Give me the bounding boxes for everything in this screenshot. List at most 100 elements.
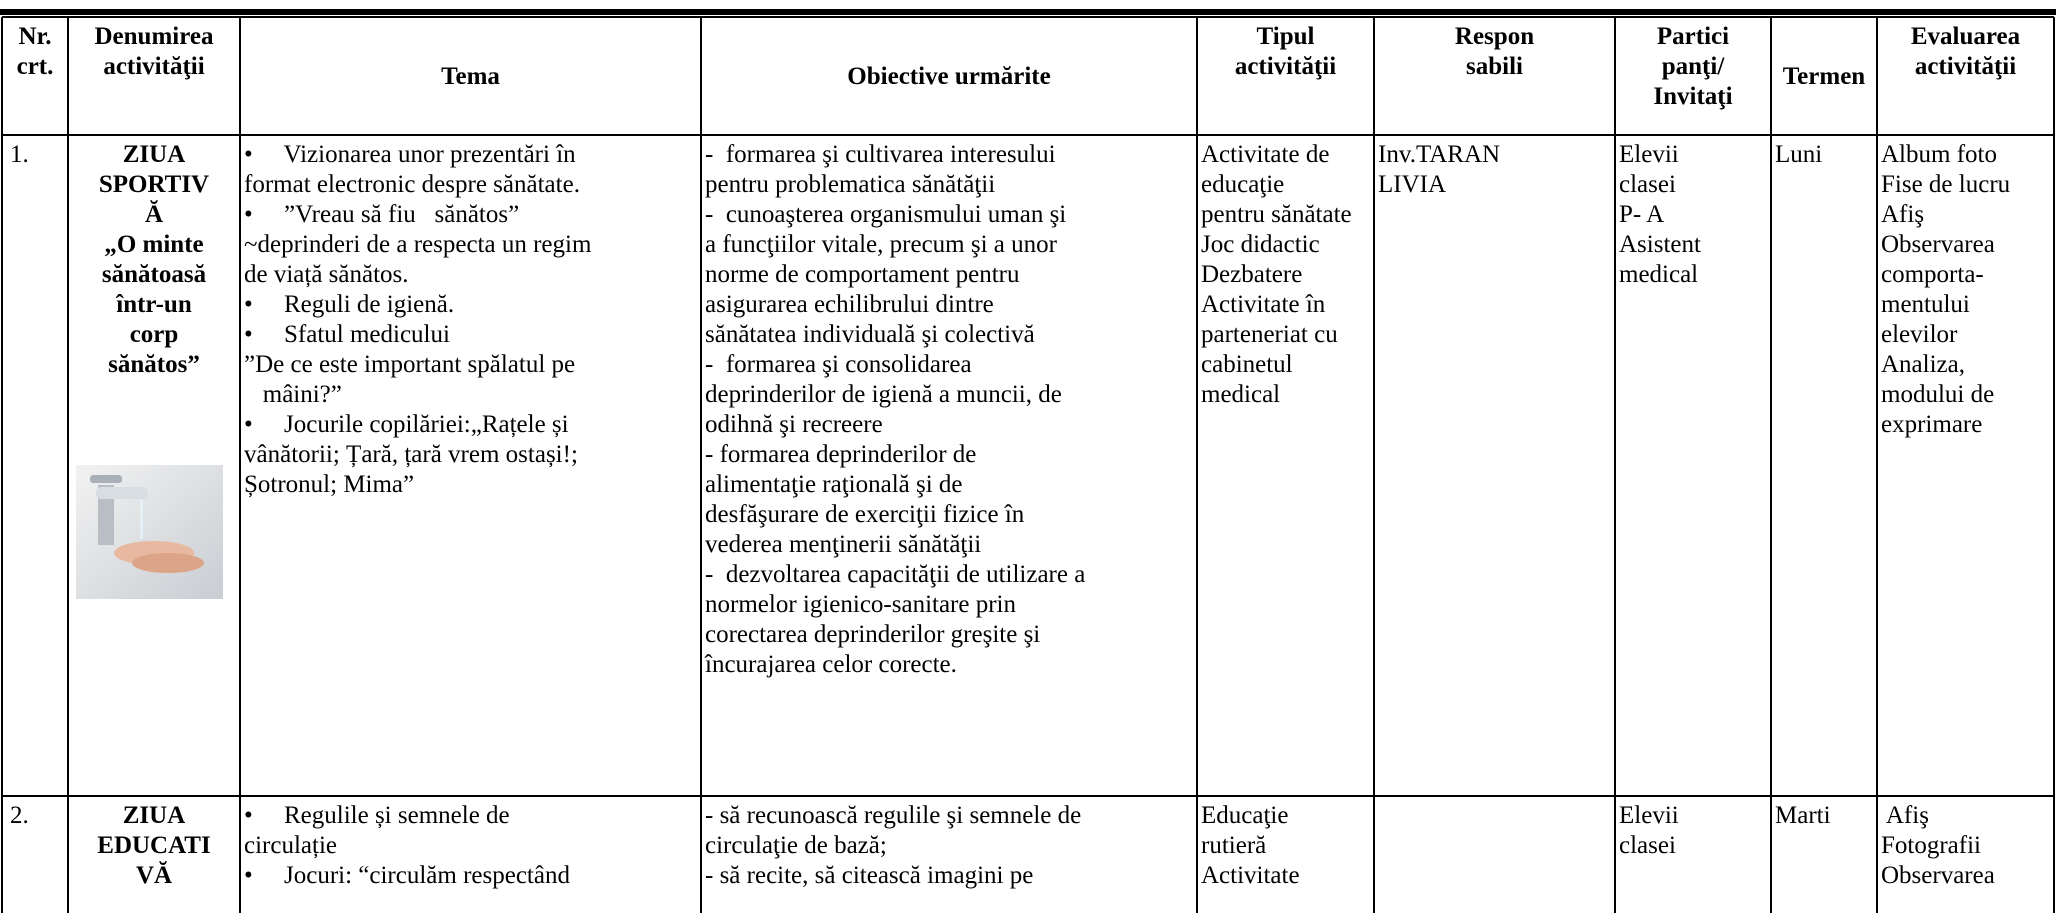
cell-text: exprimare	[1881, 411, 1983, 438]
cell-heading: „O minte	[104, 231, 204, 258]
cell-text: alimentaţie raţională şi de	[705, 471, 963, 498]
cell-text: de viață sănătos.	[244, 261, 409, 288]
cell-text: • Jocuri: “circulăm respectând	[244, 862, 570, 889]
cell-text: Joc didactic	[1201, 231, 1320, 258]
cell-text: • Reguli de igienă.	[244, 291, 455, 318]
cell-text: elevilor	[1881, 321, 1958, 348]
cell-text: încurajarea celor corecte.	[705, 651, 957, 678]
column-border	[1, 17, 3, 913]
cell-heading: ZIUA	[122, 802, 186, 829]
cell-text: format electronic despre sănătate.	[244, 171, 580, 198]
cell-heading: ZIUA	[122, 141, 186, 168]
cell-text: deprinderilor de igienă a muncii, de	[705, 381, 1062, 408]
cell-heading: activităţii	[1234, 53, 1337, 80]
column-border	[1876, 17, 1878, 913]
cell-text: vederea menţinerii sănătăţii	[705, 531, 982, 558]
cell-text: 1.	[10, 141, 29, 168]
cell-heading: VĂ	[135, 862, 173, 889]
cell-text: - dezvoltarea capacităţii de utilizare a	[705, 561, 1086, 588]
cell-text: P- A	[1619, 201, 1665, 228]
cell-text: • Sfatul medicului	[244, 321, 450, 348]
cell-text: normelor igienico-sanitare prin	[705, 591, 1016, 618]
cell-text: LIVIA	[1378, 171, 1447, 198]
cell-heading: într-un	[116, 291, 192, 318]
cell-text: rutieră	[1201, 832, 1267, 859]
top-rule	[0, 9, 2056, 15]
cell-text: mentului	[1881, 291, 1970, 318]
cell-text: - formarea şi consolidarea	[705, 351, 972, 378]
cell-heading: sabili	[1466, 53, 1523, 80]
cell-heading: Termen	[1782, 63, 1866, 90]
cell-text: corectarea deprinderilor greşite şi	[705, 621, 1041, 648]
cell-text: Educaţie	[1201, 802, 1289, 829]
cell-text: Fise de lucru	[1881, 171, 2011, 198]
cell-text: Afiş	[1881, 201, 1925, 228]
cell-text: ~deprinderi de a respecta un regim	[244, 231, 592, 258]
cell-text: pentru sănătate	[1201, 201, 1352, 228]
column-border	[700, 17, 702, 913]
cell-heading: activităţii	[1914, 53, 2017, 80]
cell-heading: activităţii	[103, 53, 205, 80]
cell-heading: crt.	[16, 53, 54, 80]
column-border	[2053, 17, 2055, 913]
cell-text: Dezbatere	[1201, 261, 1303, 288]
cell-heading: Nr.	[18, 23, 52, 50]
cell-text: pentru problematica sănătăţii	[705, 171, 996, 198]
cell-text: medical	[1619, 261, 1699, 288]
cell-text: Fotografii	[1881, 832, 1981, 859]
cell-heading: Tipul	[1256, 23, 1315, 50]
cell-text: sănătatea individuală şi colectivă	[705, 321, 1035, 348]
cell-text: educaţie	[1201, 171, 1285, 198]
cell-text: - cunoaşterea organismului uman şi	[705, 201, 1067, 228]
cell-text: clasei	[1619, 171, 1676, 198]
cell-text: Analiza,	[1881, 351, 1965, 378]
cell-text: comporta-	[1881, 261, 1984, 288]
cell-heading: Denumirea	[94, 23, 214, 50]
column-border	[1770, 17, 1772, 913]
cell-text: Afiş	[1881, 802, 1929, 829]
cell-text: • Jocurile copilăriei:„Rațele și	[244, 411, 569, 438]
cell-text: modului de	[1881, 381, 1995, 408]
cell-text: Activitate	[1201, 862, 1300, 889]
cell-heading: Respon	[1454, 23, 1535, 50]
cell-text: Luni	[1775, 141, 1823, 168]
cell-heading: sănătos”	[108, 351, 200, 378]
cell-text: clasei	[1619, 832, 1676, 859]
cell-text: Observarea	[1881, 862, 1995, 889]
cell-text: Marti	[1775, 802, 1831, 829]
cell-text: - să recite, să citească imagini pe	[705, 862, 1034, 889]
cell-text: Șotronul; Mima”	[244, 471, 415, 498]
cell-heading: Ă	[144, 201, 164, 228]
cell-text: vânătorii; Țară, țară vrem ostași!;	[244, 441, 578, 468]
cell-heading: corp	[129, 321, 179, 348]
cell-text: a funcţiilor vitale, precum şi a unor	[705, 231, 1057, 258]
cell-heading: Partici	[1656, 23, 1730, 50]
cell-heading: Evaluarea	[1910, 23, 2021, 50]
column-border	[1196, 17, 1198, 913]
cell-text: Asistent	[1619, 231, 1701, 258]
cell-text: circulaţie de bază;	[705, 832, 887, 859]
cell-text: Observarea	[1881, 231, 1995, 258]
cell-text: • Regulile și semnele de	[244, 802, 510, 829]
cell-heading: EDUCATI	[97, 832, 211, 859]
illustration	[76, 465, 223, 599]
cell-heading: Obiective urmărite	[847, 63, 1051, 90]
column-border	[1614, 17, 1616, 913]
column-border	[1373, 17, 1375, 913]
row-border	[2, 134, 2054, 136]
cell-heading: panţi/	[1661, 53, 1725, 80]
cell-text: • Vizionarea unor prezentări în	[244, 141, 576, 168]
cell-text: medical	[1201, 381, 1281, 408]
cell-text: - formarea deprinderilor de	[705, 441, 977, 468]
cell-text: norme de comportament pentru	[705, 261, 1020, 288]
cell-text: Elevii	[1619, 141, 1679, 168]
cell-text: Album foto	[1881, 141, 1997, 168]
cell-text: desfăşurare de exerciţii fizice în	[705, 501, 1025, 528]
cell-text: mâini?”	[244, 381, 342, 408]
cell-text: ”De ce este important spălatul pe	[244, 351, 576, 378]
cell-text: - să recunoască regulile şi semnele de	[705, 802, 1082, 829]
cell-text: Activitate în	[1201, 291, 1326, 318]
cell-heading: SPORTIV	[98, 171, 210, 198]
column-border	[239, 17, 241, 913]
